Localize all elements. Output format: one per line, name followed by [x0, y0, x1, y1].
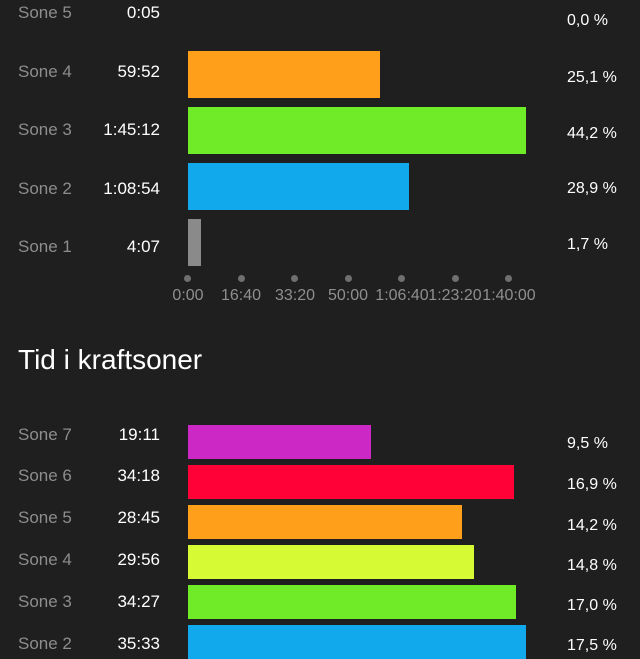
- tick-label: 50:00: [327, 287, 369, 304]
- zone-percent: 14,8 %: [567, 557, 617, 574]
- zone-label: Sone 4: [18, 62, 72, 81]
- tick-dot: [184, 275, 191, 282]
- zone-bar: [188, 505, 462, 539]
- zone-label: Sone 4: [18, 550, 72, 569]
- tick-dot: [345, 275, 352, 282]
- zone-percent: 16,9 %: [567, 476, 617, 493]
- tick-dot: [452, 275, 459, 282]
- tick-label: 0:00: [172, 287, 204, 304]
- zone-percent: 9,5 %: [567, 435, 608, 452]
- zone-time: 1:08:54: [103, 179, 160, 198]
- tick-label: 33:20: [274, 287, 316, 304]
- zone-time: 29:56: [117, 550, 160, 569]
- tick-label: 16:40: [220, 287, 262, 304]
- zone-bar: [188, 51, 380, 98]
- zone-bar: [188, 625, 526, 659]
- zone-time: 19:11: [118, 425, 160, 444]
- zone-label: Sone 5: [18, 508, 72, 527]
- zone-label: Sone 7: [18, 425, 72, 444]
- zone-label: Sone 5: [18, 3, 72, 22]
- zone-label: Sone 3: [18, 120, 72, 139]
- zone-time: 1:45:12: [103, 120, 160, 139]
- zone-label: Sone 6: [18, 466, 72, 485]
- tick-dot: [238, 275, 245, 282]
- zone-time: 34:18: [117, 466, 160, 485]
- zone-time: 4:07: [126, 237, 160, 256]
- zone-time: 0:05: [126, 3, 160, 22]
- zone-bar: [188, 545, 474, 579]
- zone-percent: 44,2 %: [567, 125, 617, 142]
- zone-percent: 0,0 %: [567, 12, 608, 29]
- tick-dot: [398, 275, 405, 282]
- zone-bar: [188, 465, 514, 499]
- zone-label: Sone 3: [18, 592, 72, 611]
- zone-percent: 1,7 %: [567, 236, 608, 253]
- zone-label: Sone 2: [18, 179, 72, 198]
- zone-bar: [188, 425, 371, 459]
- zone-time: 28:45: [117, 508, 160, 527]
- zone-time: 59:52: [117, 62, 160, 81]
- tick-label: 1:06:40: [375, 287, 429, 304]
- zone-bar: [188, 163, 409, 210]
- zone-bar: [188, 585, 516, 619]
- screen: { "heart_zones": [ {"label": "Sone 5", "…: [18, 3, 617, 659]
- zone-bar: [188, 107, 526, 154]
- zone-time: 35:33: [117, 634, 160, 653]
- zone-percent: 25,1 %: [567, 69, 617, 86]
- section-title: Tid i kraftsoner: [18, 344, 203, 375]
- tick-dot: [291, 275, 298, 282]
- zone-time: 34:27: [117, 592, 160, 611]
- zone-percent: 28,9 %: [567, 180, 617, 197]
- zone-percent: 17,5 %: [567, 637, 617, 654]
- tick-label: 1:40:00: [482, 287, 536, 304]
- zone-label: Sone 1: [18, 237, 72, 256]
- tick-dot: [505, 275, 512, 282]
- tick-label: 1:23:20: [428, 287, 482, 304]
- zone-percent: 17,0 %: [567, 597, 617, 614]
- zone-bar: [188, 219, 201, 266]
- zone-percent: 14,2 %: [567, 517, 617, 534]
